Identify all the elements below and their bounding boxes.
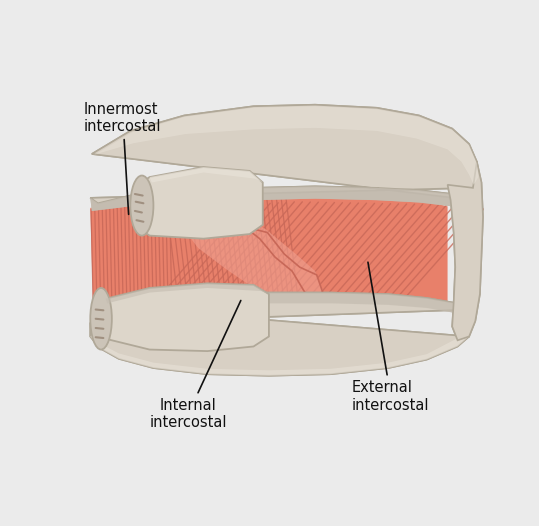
- Polygon shape: [91, 105, 479, 203]
- Polygon shape: [92, 284, 269, 351]
- Polygon shape: [93, 106, 479, 185]
- Polygon shape: [181, 211, 323, 300]
- Text: Innermost
intercostal: Innermost intercostal: [84, 102, 162, 215]
- Polygon shape: [106, 284, 269, 304]
- Polygon shape: [447, 161, 483, 340]
- Polygon shape: [91, 334, 469, 376]
- Polygon shape: [93, 292, 469, 319]
- Polygon shape: [91, 197, 447, 314]
- Ellipse shape: [91, 288, 112, 350]
- Polygon shape: [91, 186, 473, 213]
- Text: External
intercostal: External intercostal: [352, 262, 430, 413]
- Polygon shape: [133, 167, 262, 239]
- Polygon shape: [91, 292, 469, 376]
- Polygon shape: [93, 292, 469, 319]
- Polygon shape: [447, 161, 483, 340]
- Polygon shape: [93, 106, 479, 185]
- Polygon shape: [447, 185, 461, 340]
- Polygon shape: [91, 105, 479, 203]
- Polygon shape: [149, 167, 262, 183]
- Polygon shape: [91, 186, 473, 213]
- Polygon shape: [91, 292, 469, 376]
- Polygon shape: [91, 334, 469, 376]
- Ellipse shape: [130, 176, 154, 236]
- Text: Internal
intercostal: Internal intercostal: [149, 300, 241, 430]
